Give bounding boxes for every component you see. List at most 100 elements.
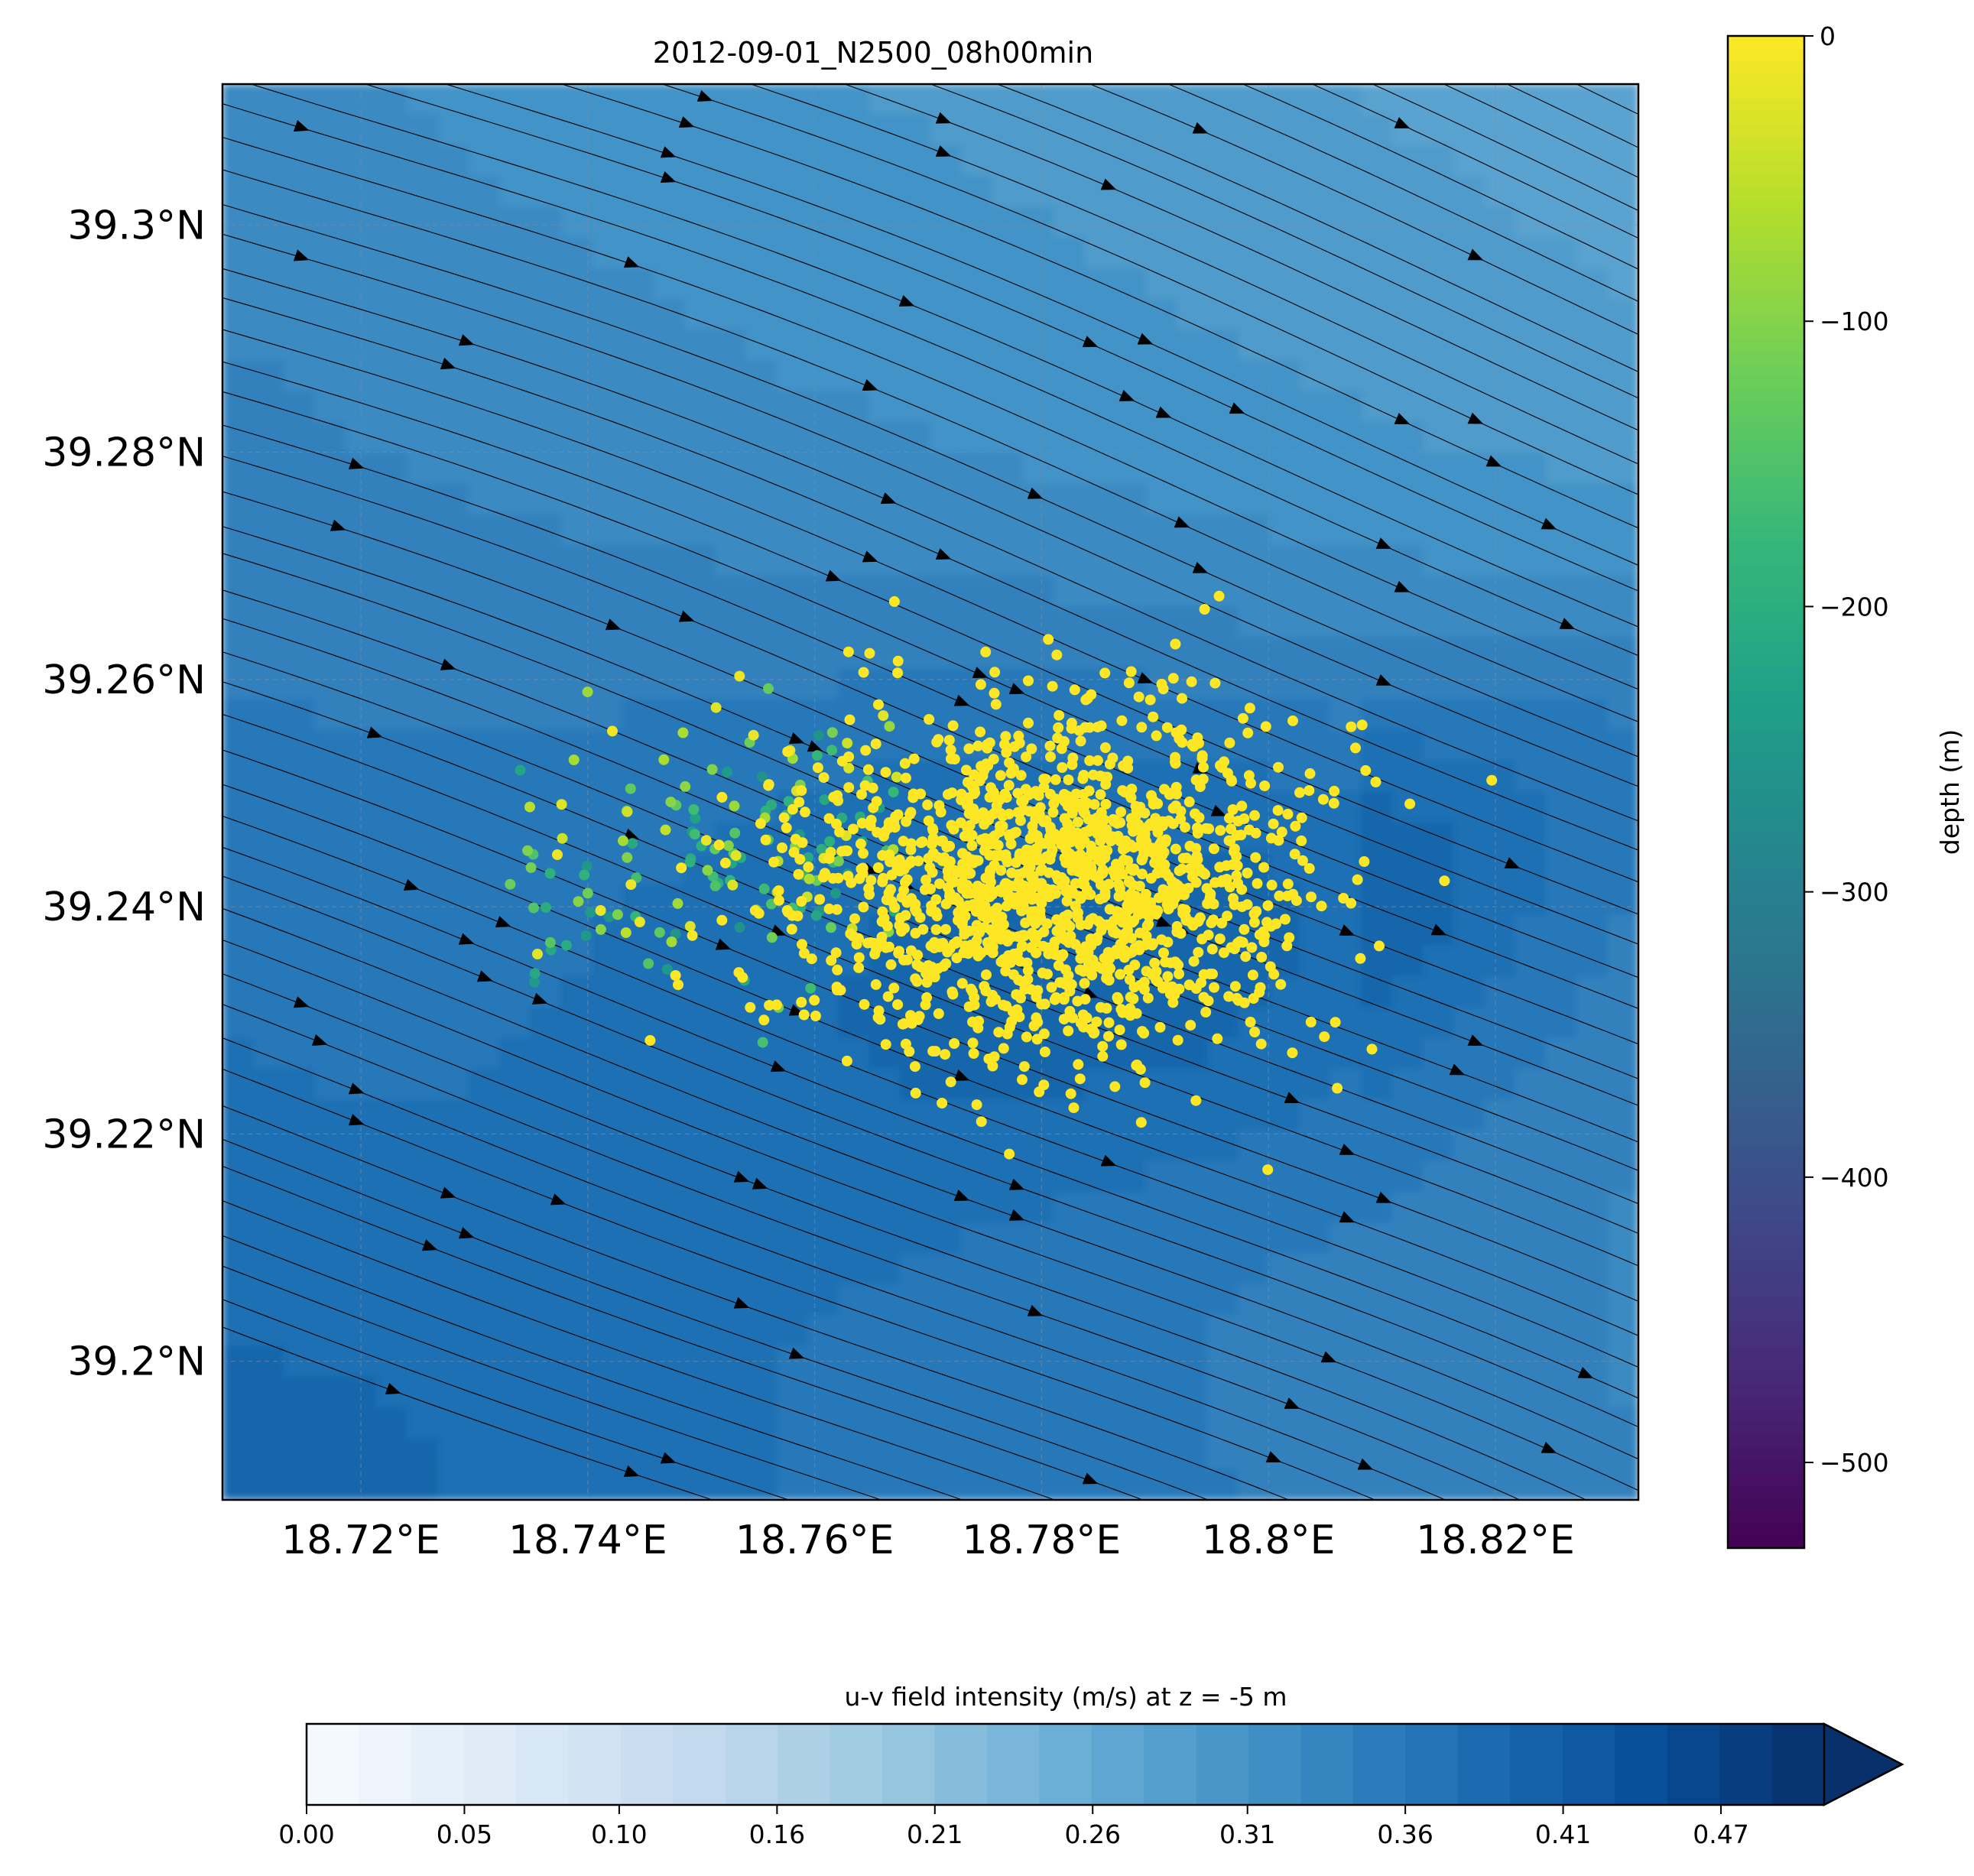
particle <box>1190 842 1202 854</box>
particle <box>1276 826 1287 838</box>
particle <box>1067 836 1077 847</box>
speed-tick-label: 0.47 <box>1693 1819 1748 1849</box>
particle <box>1232 816 1244 826</box>
particle <box>1245 1017 1256 1027</box>
particle <box>1268 818 1279 829</box>
particle <box>787 803 798 815</box>
particle <box>980 909 992 920</box>
depth-colorbar: 0 −100 −200 −300 −400 −500 depth (m) <box>1726 21 1965 1550</box>
particle <box>991 915 1002 927</box>
particle <box>1338 893 1349 904</box>
particle <box>968 803 979 814</box>
particle <box>833 855 844 867</box>
particle <box>1096 925 1107 936</box>
particle <box>643 958 654 969</box>
particle <box>716 791 728 803</box>
streamline <box>222 973 1588 1500</box>
particle <box>1296 835 1307 846</box>
streamline-arrow-icon <box>1229 402 1245 414</box>
particle <box>804 873 815 884</box>
depth-tick-label: −200 <box>1820 592 1889 622</box>
particle <box>581 861 593 872</box>
particle <box>1065 1088 1076 1099</box>
streamline-arrow-icon <box>1210 804 1227 816</box>
particle <box>1059 826 1070 838</box>
particle <box>687 930 698 941</box>
particle <box>998 1043 1009 1054</box>
streamline <box>929 84 1638 399</box>
particle <box>990 699 1002 710</box>
particle <box>856 789 867 800</box>
particle <box>1209 677 1221 689</box>
streamline-arrow-icon <box>293 996 310 1008</box>
particle <box>957 904 969 916</box>
particle <box>1037 940 1049 952</box>
particle <box>859 780 871 791</box>
speed-level <box>1091 1724 1144 1805</box>
particle <box>1011 948 1023 959</box>
y-tick-label: 39.28°N <box>42 430 206 476</box>
particle <box>849 913 860 924</box>
particle <box>853 952 865 963</box>
particle <box>689 829 700 840</box>
particle <box>1199 604 1210 615</box>
particle <box>505 878 516 890</box>
particle <box>729 827 741 839</box>
particle <box>1111 869 1122 881</box>
particle <box>985 866 995 878</box>
particle <box>1164 789 1175 800</box>
particle <box>841 1055 852 1066</box>
particle <box>1289 849 1300 860</box>
streamline <box>222 268 1638 822</box>
particle <box>831 904 843 915</box>
particle <box>1096 868 1106 880</box>
streamline-arrow-icon <box>623 1465 640 1477</box>
streamline <box>560 84 1638 529</box>
particle <box>1041 851 1052 862</box>
particle <box>1072 995 1083 1007</box>
particle <box>888 596 900 607</box>
particle <box>1103 1017 1115 1028</box>
streamline-arrow-icon <box>696 89 713 102</box>
particle <box>939 852 950 863</box>
particle <box>1056 839 1067 850</box>
streamline-arrow-icon <box>1339 1211 1356 1223</box>
particle <box>658 754 670 765</box>
particle <box>1075 1018 1086 1029</box>
particle <box>529 968 541 979</box>
particle <box>981 969 992 981</box>
particle <box>984 737 995 748</box>
particle <box>989 934 1000 945</box>
particle <box>1170 843 1181 855</box>
particle <box>931 910 943 922</box>
particle <box>1043 634 1054 645</box>
particle <box>1080 694 1092 706</box>
particle <box>1250 852 1261 863</box>
particle <box>749 905 761 916</box>
particle <box>541 902 551 914</box>
particle <box>936 836 947 847</box>
speed-tick-label: 0.26 <box>1064 1819 1120 1849</box>
particle <box>1038 774 1050 785</box>
particle <box>1061 895 1073 907</box>
speed-tick-label: 0.16 <box>749 1819 805 1849</box>
particle <box>935 807 946 818</box>
particle <box>786 923 797 935</box>
speed-level <box>620 1724 674 1805</box>
particle <box>979 819 990 830</box>
particle <box>788 846 800 858</box>
particle <box>1219 756 1229 768</box>
particle <box>1078 966 1089 977</box>
streamline-arrow-icon <box>1541 518 1557 530</box>
particle <box>1136 868 1148 880</box>
particle <box>913 855 924 867</box>
particle <box>1001 1001 1012 1011</box>
streamline <box>222 816 1638 1368</box>
particle <box>1258 926 1269 937</box>
particle <box>582 686 593 698</box>
streamline-arrow-icon <box>953 1069 970 1081</box>
particle <box>1179 889 1190 901</box>
particle <box>1077 1009 1089 1021</box>
particle <box>1164 988 1176 1000</box>
particle <box>680 781 691 792</box>
